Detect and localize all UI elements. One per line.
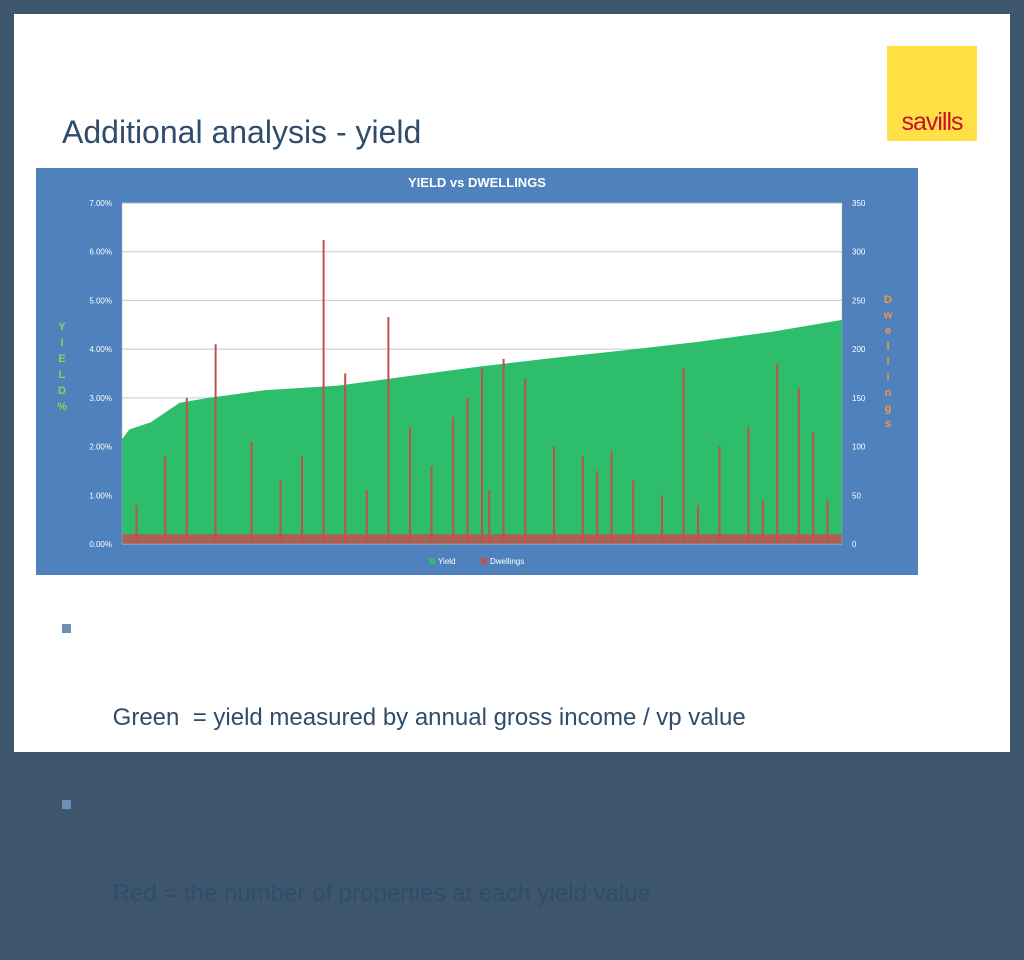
savills-logo: savills bbox=[887, 46, 977, 141]
dwellings-bar bbox=[682, 368, 685, 544]
y2-axis-title-char: n bbox=[885, 387, 892, 399]
dwellings-bar bbox=[164, 456, 167, 544]
y2-axis-title-char: g bbox=[885, 403, 892, 415]
dwellings-bar bbox=[776, 363, 779, 544]
dwellings-bar bbox=[761, 500, 764, 544]
dwellings-bar bbox=[185, 397, 188, 544]
dwellings-bar bbox=[553, 446, 555, 544]
dwellings-bar bbox=[661, 495, 663, 544]
plot-border bbox=[121, 202, 843, 545]
y-tick-label: 4.00% bbox=[89, 345, 112, 354]
y2-axis-title-char: l bbox=[886, 341, 889, 353]
bullet-marker-icon bbox=[62, 624, 71, 633]
y2-tick-label: 200 bbox=[852, 345, 866, 354]
y2-tick-label: 350 bbox=[852, 199, 866, 208]
bullet-marker-icon bbox=[62, 800, 71, 809]
y2-axis-title-char: w bbox=[883, 310, 893, 322]
legend-label: Yield bbox=[438, 557, 456, 566]
dwellings-bar bbox=[632, 480, 635, 544]
dwellings-bar bbox=[718, 446, 721, 544]
y-tick-label: 5.00% bbox=[89, 296, 112, 305]
yield-dwellings-chart: 0.00% 1.00% 2.00% 3.00% 4.00% 5.00% 6.00% 7.00%… bbox=[57, 175, 893, 566]
y-axis-title-char: E bbox=[58, 353, 65, 365]
dwellings-bar bbox=[430, 466, 433, 544]
dwellings-bar bbox=[466, 397, 469, 544]
y-axis-title-char: D bbox=[58, 385, 66, 397]
y2-tick-label: 50 bbox=[852, 491, 861, 500]
chart-panel: 0.00% 1.00% 2.00% 3.00% 4.00% 5.00% 6.00% 7.00%… bbox=[36, 168, 918, 575]
dwellings-bar bbox=[826, 500, 829, 544]
dwellings-bar bbox=[214, 344, 217, 544]
bullet-item: Red = the number of properties at each y… bbox=[60, 784, 746, 960]
dwellings-bar bbox=[322, 240, 325, 544]
y2-tick-label: 0 bbox=[852, 540, 857, 549]
dwellings-bar bbox=[596, 470, 599, 544]
dwellings-bar bbox=[488, 490, 491, 544]
dwellings-bar bbox=[610, 451, 613, 544]
dwellings-bar bbox=[344, 373, 347, 544]
dwellings-bar bbox=[301, 456, 303, 544]
bullet-text: Red = the number of properties at each y… bbox=[112, 880, 651, 907]
y-tick-label: 2.00% bbox=[89, 443, 112, 452]
y2-axis-title-char: D bbox=[884, 294, 892, 306]
bullet-text: Green = yield measured by annual gross i… bbox=[112, 704, 746, 731]
y-axis-title-char: % bbox=[57, 401, 67, 413]
y2-axis-title-char: s bbox=[885, 418, 891, 430]
y-tick-label: 7.00% bbox=[89, 199, 112, 208]
dwellings-bar bbox=[812, 431, 815, 544]
dwellings-bar bbox=[250, 441, 253, 544]
dwellings-bar bbox=[481, 368, 483, 544]
y2-tick-label: 150 bbox=[852, 394, 866, 403]
y-tick-label: 3.00% bbox=[89, 394, 112, 403]
page-title: Additional analysis - yield bbox=[62, 114, 422, 150]
dwellings-bar bbox=[797, 388, 800, 544]
dwellings-bar bbox=[387, 316, 390, 544]
y-axis-title-char: I bbox=[60, 337, 63, 349]
bullet-list: Green = yield measured by annual gross i… bbox=[60, 608, 746, 960]
y2-tick-label: 100 bbox=[852, 443, 866, 452]
dwellings-bar bbox=[279, 480, 282, 544]
dwellings-bar bbox=[365, 490, 368, 544]
bullet-item: Green = yield measured by annual gross i… bbox=[60, 608, 746, 784]
dwellings-bar bbox=[409, 427, 411, 544]
legend-swatch bbox=[429, 558, 435, 564]
y-axis-title-char: L bbox=[59, 369, 66, 381]
dwellings-bar bbox=[697, 505, 699, 544]
dwellings-bar bbox=[452, 417, 455, 544]
y2-axis-title-char: e bbox=[885, 325, 891, 337]
dwellings-bar bbox=[581, 456, 584, 544]
dwellings-bar bbox=[135, 505, 138, 544]
legend-swatch bbox=[481, 558, 487, 564]
y-tick-label: 0.00% bbox=[89, 540, 112, 549]
legend-label: Dwellings bbox=[490, 557, 524, 566]
dwellings-bar bbox=[524, 378, 527, 544]
dwellings-bar bbox=[502, 358, 505, 544]
y-tick-label: 6.00% bbox=[89, 248, 112, 257]
logo-text: savills bbox=[901, 108, 963, 136]
dwellings-bar bbox=[747, 427, 750, 544]
y2-tick-label: 300 bbox=[852, 248, 866, 257]
chart-title: YIELD vs DWELLINGS bbox=[408, 175, 546, 190]
y2-tick-label: 250 bbox=[852, 296, 866, 305]
y-axis-title-char: Y bbox=[58, 321, 66, 333]
y-tick-label: 1.00% bbox=[89, 491, 112, 500]
y2-axis-title-char: l bbox=[886, 356, 889, 368]
y2-axis-title-char: i bbox=[886, 372, 889, 384]
